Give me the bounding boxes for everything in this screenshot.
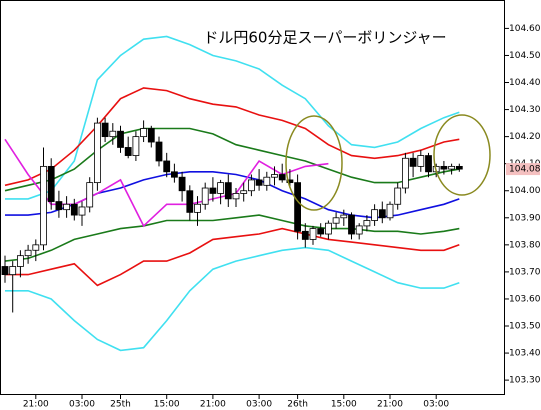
band-line [5,35,460,200]
x-tick-label: 03:00 [423,400,449,410]
band-line [4,127,460,192]
candle-body [78,206,86,216]
y-tick-label: 104.20 [509,132,541,142]
candle-body [371,209,379,221]
y-tick-label: 103.60 [509,294,541,304]
last-price-label: 104.08 [509,165,541,175]
x-tick-label: 21:00 [377,400,403,410]
candle-body [140,128,148,138]
candle-body [9,266,17,276]
plot-frame [0,0,505,395]
y-tick-label: 103.70 [509,267,541,277]
candle-body [294,182,302,232]
y-tick-label: 104.00 [509,186,541,196]
annotation-ellipse [285,115,343,211]
candle-body [263,176,271,186]
candle-body [201,187,209,205]
y-tick-label: 104.60 [509,24,541,34]
candle-body [194,203,201,213]
candle-body [409,157,417,167]
candle-body [232,193,240,200]
candle-body [186,190,194,213]
candle-body [455,165,463,170]
candle-body [47,165,55,202]
candle-body [417,155,425,167]
candle-body [132,136,140,156]
y-tick-label: 104.40 [509,78,541,88]
candle-body [16,255,24,267]
candle-body [94,122,101,184]
x-tick-label: 21:00 [23,400,49,410]
x-tick-label: 03:00 [69,400,95,410]
candle-body [271,174,278,178]
candle-body [247,179,255,192]
y-tick-label: 103.30 [509,376,541,386]
x-tick-label: 15:00 [154,400,180,410]
candle-body [425,155,432,173]
candle-body [109,130,117,138]
annotation-ellipse [433,114,491,196]
candle-body [401,157,409,189]
candle-body [224,182,232,200]
candle-body [32,244,40,251]
y-tick-label: 103.80 [509,240,541,250]
candle-body [147,128,155,143]
y-tick-label: 103.90 [509,213,541,223]
chart-title: ドル円60分足スーパーボリンジャー [203,29,446,47]
candle-body [324,222,332,235]
x-tick-label: 21:00 [200,400,226,410]
candle-body [86,182,94,208]
candle-body [163,160,171,173]
candle-body [40,165,47,246]
y-tick-label: 103.50 [509,322,541,332]
candle-body [301,230,309,240]
candle-body [278,174,286,181]
candle-body [394,187,402,205]
candle-body [240,190,248,194]
candle-body [355,225,363,235]
candle-body [117,130,124,148]
candle-body [286,179,294,184]
band-line [5,246,460,352]
candle-body [209,187,217,194]
x-tick-label: 25th [110,400,131,410]
candle-body [340,214,348,219]
x-tick-label: 03:00 [246,400,272,410]
x-tick-label: 15:00 [331,400,357,410]
candle-body [440,165,448,170]
candle-body [448,165,456,170]
candle-body [309,228,317,240]
candle-body [70,203,78,216]
band-line [4,214,460,262]
candle-body [170,171,178,178]
plot-area [1,35,463,352]
x-tick-label: 26th [287,400,308,410]
candle-body [217,182,225,194]
candle-body [101,122,109,138]
candle-body [363,220,371,227]
candle-body [386,203,394,219]
y-tick-label: 103.40 [509,349,541,359]
candle-body [332,217,340,224]
y-tick-label: 104.30 [509,105,541,115]
last-price-box [506,163,540,176]
candle-body [24,249,32,257]
candle-body [255,179,263,186]
candle-body [124,147,132,156]
y-tick-label: 104.50 [509,51,541,61]
candle-body [155,141,163,162]
candle-body [178,176,186,192]
candle-body [63,203,70,211]
candle-body [378,209,386,219]
candle-body [55,201,63,211]
candle-body [317,228,325,235]
candle-body [348,214,355,235]
candle-body [1,266,9,276]
band-line [4,87,460,187]
band-line [5,227,460,287]
